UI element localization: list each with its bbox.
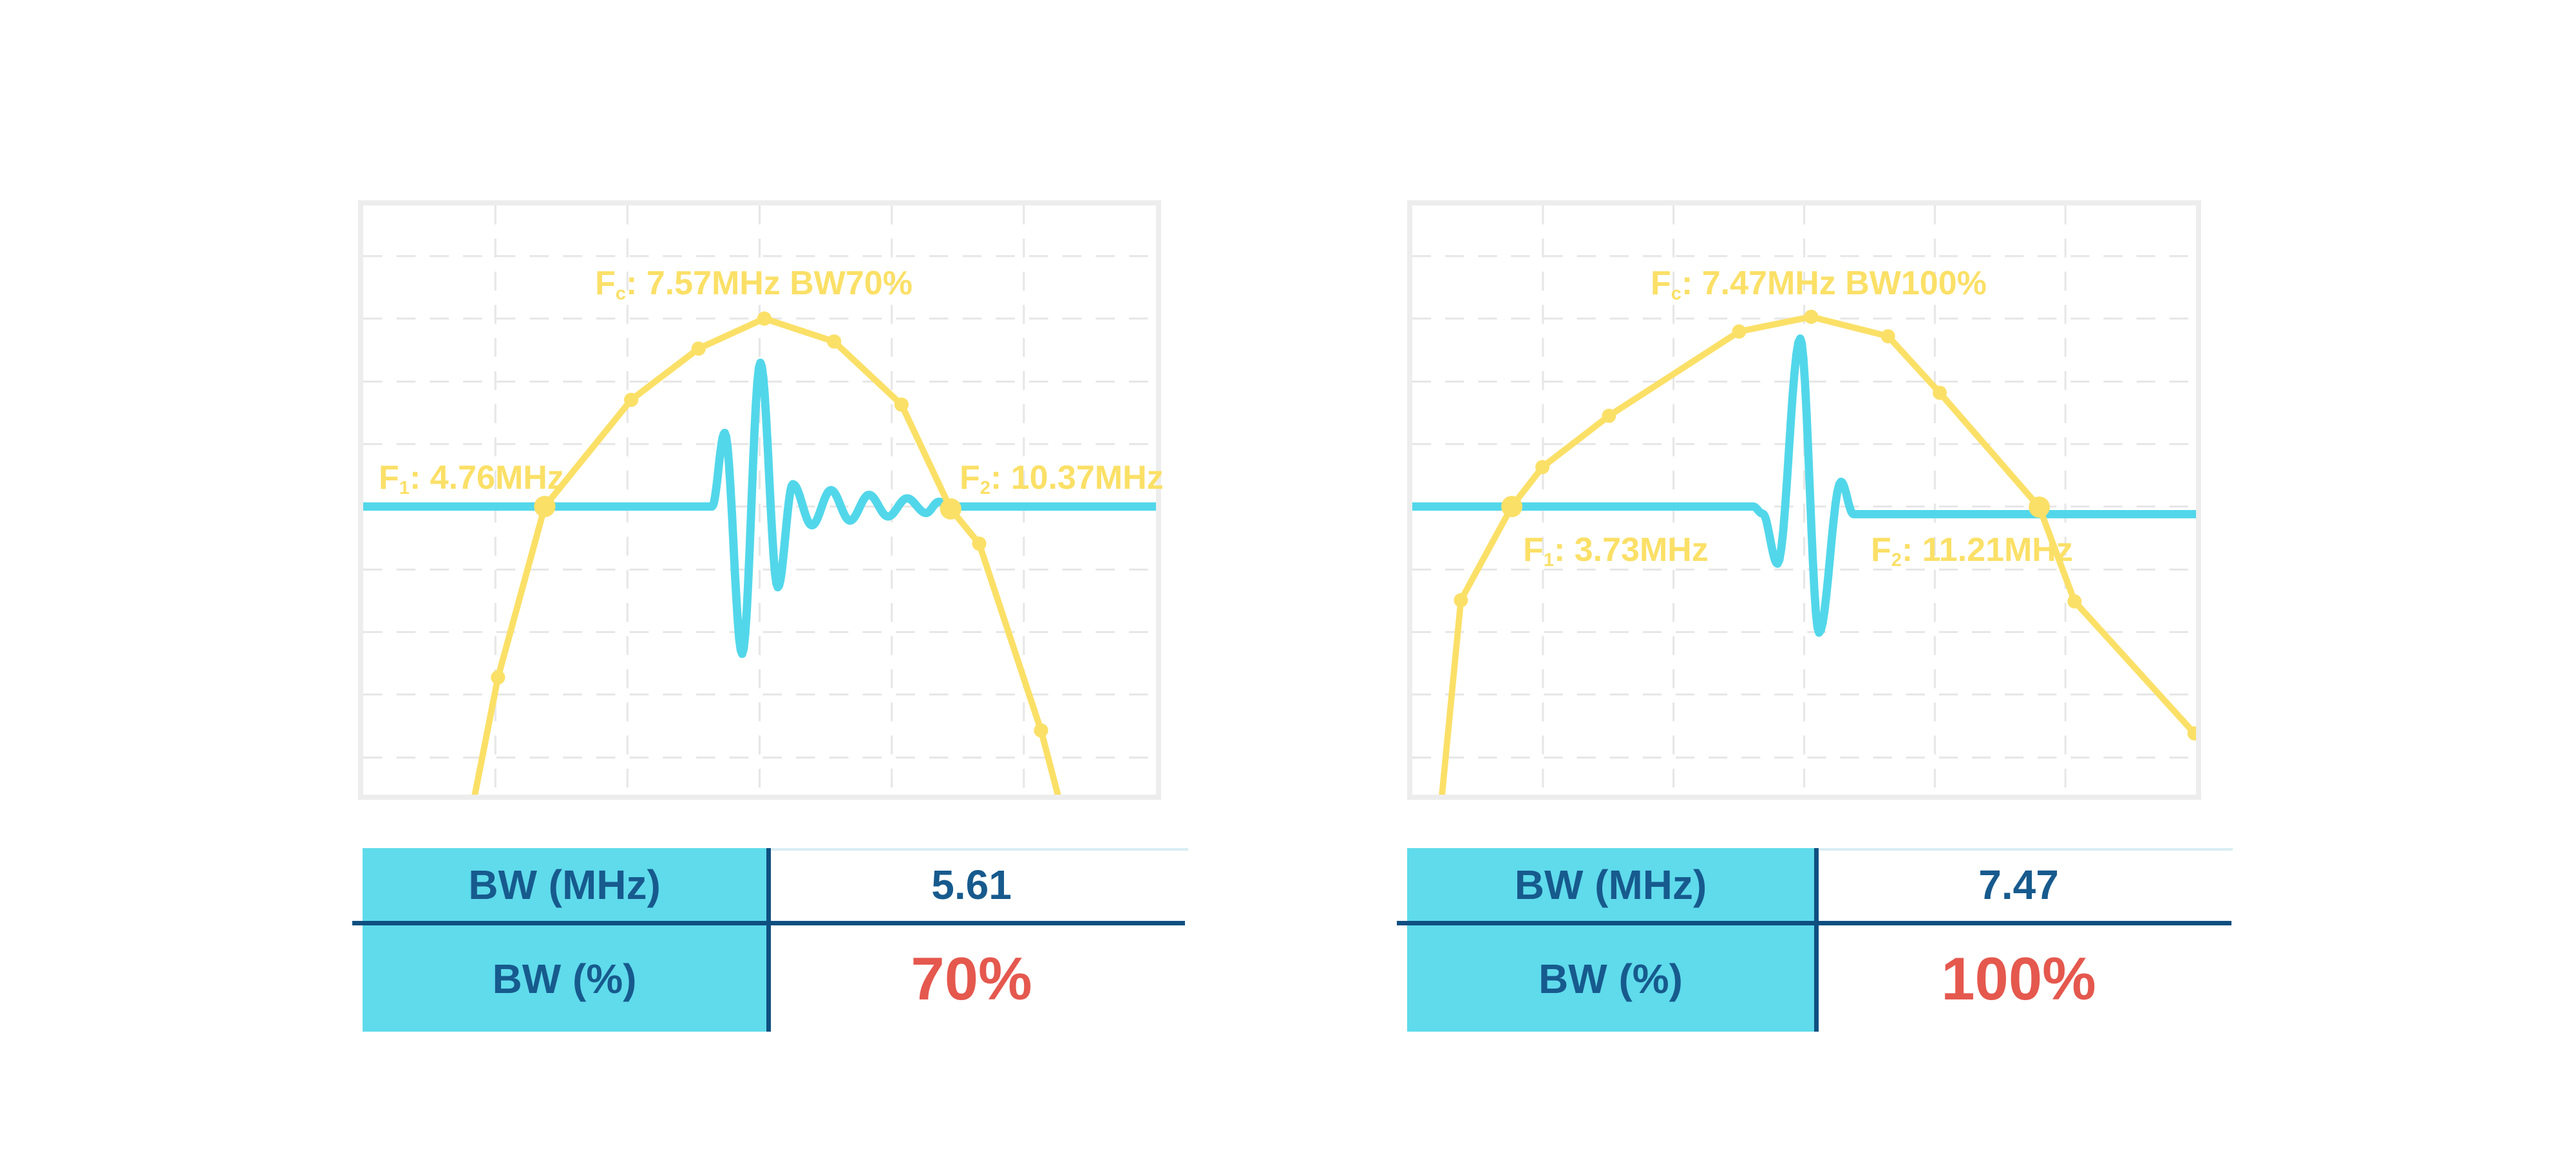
left-table-top-border bbox=[766, 848, 1188, 851]
right-spectrum-pulse-plot bbox=[1412, 205, 2196, 795]
right-chart-panel: Fc: 7.47MHz BW100% F1: 3.73MHz F2: 11.21… bbox=[1407, 200, 2201, 800]
right-f2-label: F2: 11.21MHz bbox=[1871, 531, 2073, 571]
right-fc-label: Fc: 7.47MHz BW100% bbox=[1651, 265, 1987, 305]
left-spectrum-pulse-plot bbox=[363, 205, 1156, 795]
right-bw-mhz-value-cell: 7.47 bbox=[1978, 861, 2059, 908]
left-chart-panel: Fc: 7.57MHz BW70% F1: 4.76MHz F2: 10.37M… bbox=[358, 200, 1164, 800]
left-f2-label: F2: 10.37MHz bbox=[960, 459, 1164, 499]
left-bw-mhz-value-cell: 5.61 bbox=[931, 861, 1012, 908]
right-f1-label: F1: 3.73MHz bbox=[1523, 531, 1709, 571]
left-bw-table: BW (MHz) 5.61 BW (%) 70% bbox=[352, 848, 1188, 1032]
left-table-column-divider bbox=[766, 848, 771, 1032]
left-bw-mhz-label-cell: BW (MHz) bbox=[468, 861, 661, 908]
right-bw-percent-label-cell: BW (%) bbox=[1539, 955, 1683, 1002]
right-table-column-divider bbox=[1814, 848, 1819, 1032]
right-table-label-column-background bbox=[1407, 848, 1814, 1032]
left-table-label-column-background bbox=[363, 848, 766, 1032]
left-fc-label: Fc: 7.57MHz BW70% bbox=[595, 265, 913, 305]
left-bw-percent-value-cell: 70% bbox=[911, 944, 1032, 1012]
left-bw-percent-label-cell: BW (%) bbox=[492, 955, 637, 1002]
right-bw-table: BW (MHz) 7.47 BW (%) 100% bbox=[1397, 848, 2233, 1032]
left-f1-label: F1: 4.76MHz bbox=[379, 459, 564, 499]
right-table-top-border bbox=[1814, 848, 2233, 851]
right-bw-percent-value-cell: 100% bbox=[1941, 944, 2096, 1012]
right-bw-mhz-label-cell: BW (MHz) bbox=[1514, 861, 1707, 908]
